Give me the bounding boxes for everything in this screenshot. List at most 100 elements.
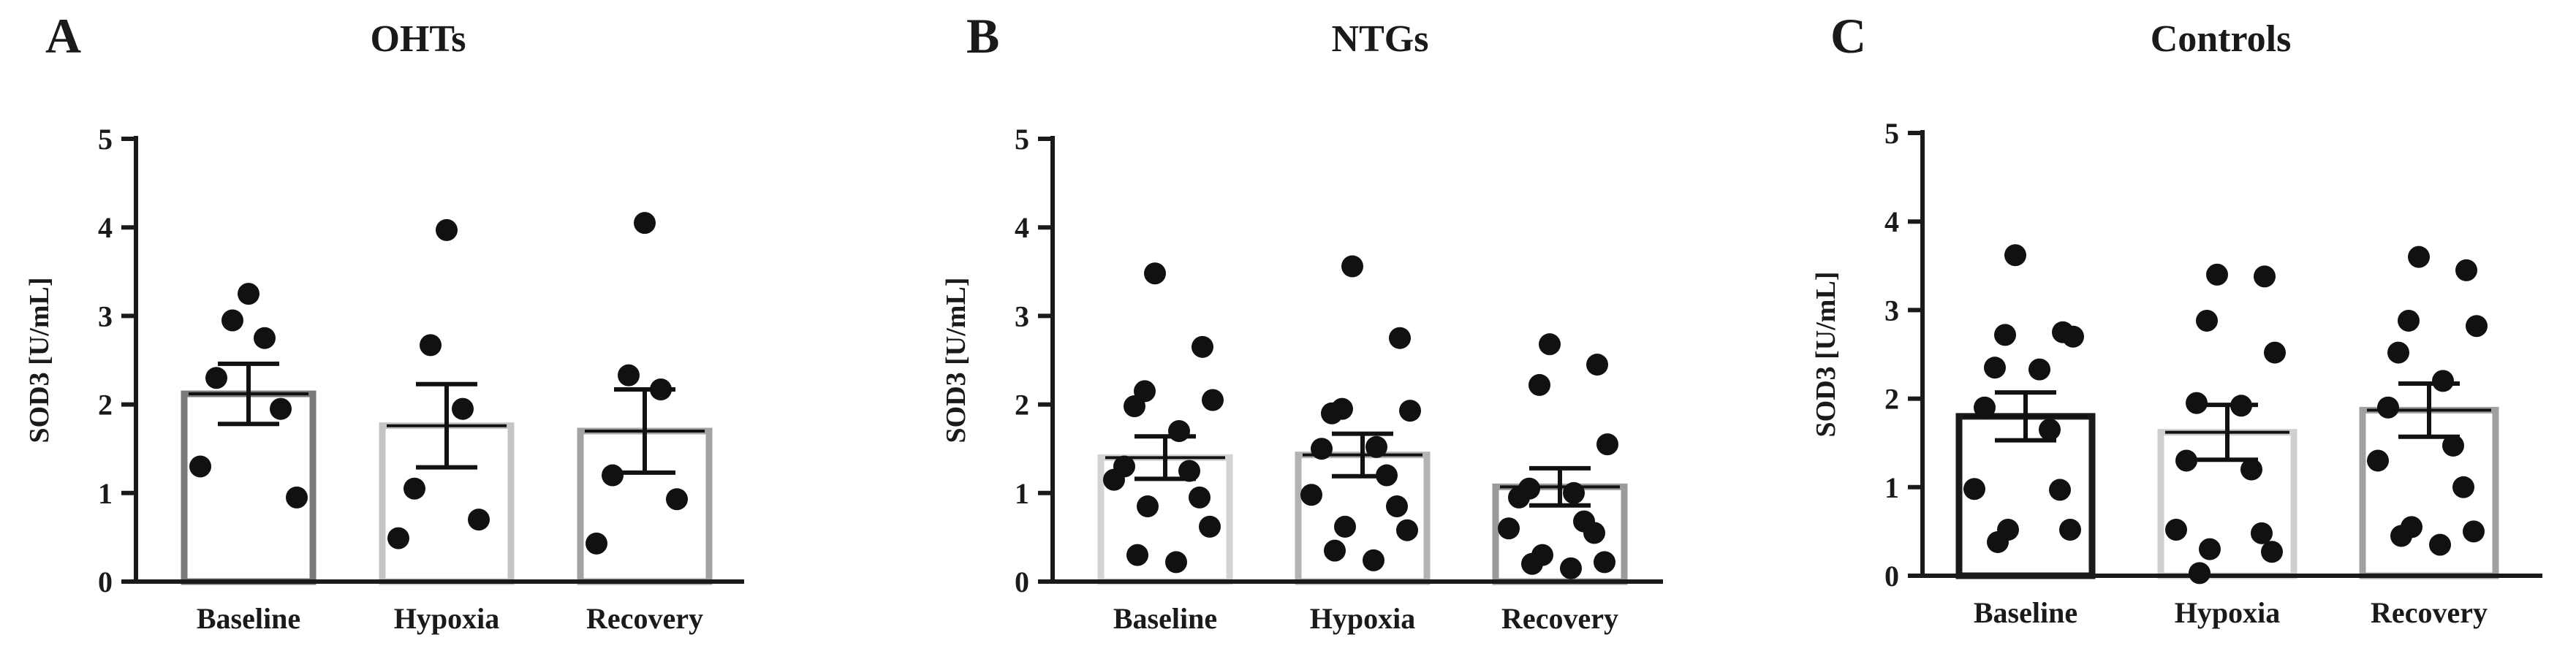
data-point	[1974, 396, 1996, 419]
data-point	[1386, 495, 1408, 517]
data-point	[2387, 341, 2409, 364]
data-point	[1124, 395, 1145, 418]
data-point	[2452, 476, 2474, 498]
data-point	[387, 527, 409, 549]
data-point	[2261, 541, 2283, 563]
data-point	[1334, 515, 1356, 538]
y-axis-label: SOD3 [U/mL]	[941, 278, 971, 443]
data-point	[2264, 341, 2286, 364]
data-point	[1583, 522, 1605, 544]
data-point	[2189, 562, 2211, 585]
y-tick-label: 4	[1015, 211, 1029, 244]
data-point	[666, 488, 688, 511]
data-point	[221, 309, 243, 332]
data-point	[1165, 551, 1187, 574]
y-tick-label: 4	[98, 211, 113, 244]
chart-panel-c: C Controls SOD3 [U/mL] 0 1 2 3 4 5 Baseline Hypoxi…	[1811, 8, 2542, 629]
data-point	[1311, 438, 1333, 460]
y-axis-label: SOD3 [U/mL]	[1811, 272, 1841, 438]
category-label: Recovery	[586, 602, 703, 635]
data-point	[1594, 551, 1615, 574]
y-tick-label: 2	[98, 389, 113, 422]
category-label: Baseline	[1113, 602, 1217, 635]
y-tick-label: 4	[1884, 205, 1899, 238]
data-point	[1144, 262, 1166, 285]
panel-letter: B	[966, 8, 999, 64]
y-tick-label: 3	[98, 300, 113, 332]
data-point	[1168, 419, 1190, 442]
category-label: Baseline	[1974, 596, 2077, 629]
data-point	[270, 397, 292, 420]
data-point	[189, 455, 211, 478]
data-point	[2206, 263, 2228, 286]
panel-title: OHTs	[370, 18, 466, 60]
data-point	[2028, 358, 2050, 381]
y-tick-label: 1	[98, 477, 113, 510]
data-point	[2398, 309, 2420, 332]
panel-letter: A	[45, 8, 81, 64]
data-point	[2059, 518, 2081, 541]
data-point	[1399, 400, 1421, 422]
data-point	[586, 532, 607, 555]
y-tick-label: 2	[1015, 389, 1029, 422]
data-point	[2455, 259, 2477, 281]
data-point	[2442, 434, 2464, 457]
data-point	[1126, 544, 1148, 566]
data-point	[1508, 486, 1530, 509]
data-point	[1521, 552, 1543, 575]
data-point	[1539, 333, 1561, 356]
data-point	[1202, 389, 1224, 411]
data-point	[1987, 530, 2009, 553]
y-tick-label: 0	[98, 566, 113, 598]
y-tick-label: 1	[1884, 471, 1899, 504]
data-point	[2390, 525, 2412, 547]
data-point	[436, 218, 458, 241]
data-point	[2196, 309, 2218, 332]
data-point	[1596, 433, 1618, 456]
panel-letter: C	[1830, 8, 1866, 64]
y-tick-label: 5	[98, 123, 113, 156]
data-point	[468, 509, 490, 531]
data-point	[254, 327, 276, 349]
data-point	[1994, 324, 2016, 346]
data-point	[1984, 357, 2006, 379]
data-point	[1103, 468, 1125, 491]
data-point	[1963, 478, 1985, 500]
data-point	[1365, 435, 1387, 458]
data-point	[1341, 255, 1363, 278]
data-point	[1560, 557, 1582, 579]
y-tick-label: 3	[1884, 294, 1899, 327]
data-point	[2463, 520, 2485, 543]
data-point	[1189, 486, 1211, 509]
data-point	[1199, 515, 1221, 538]
data-point	[420, 334, 442, 357]
data-point	[2240, 458, 2262, 481]
data-point	[2367, 449, 2389, 472]
y-tick-label: 2	[1884, 383, 1899, 416]
data-point	[2432, 370, 2454, 392]
data-point	[2408, 245, 2430, 268]
data-point	[1324, 539, 1346, 562]
panel-title: NTGs	[1332, 18, 1429, 60]
data-point	[2254, 265, 2276, 288]
data-point	[1563, 481, 1585, 504]
data-point	[2165, 518, 2187, 541]
data-point	[1498, 517, 1520, 540]
y-tick-label: 3	[1015, 300, 1029, 332]
category-label: Baseline	[197, 602, 300, 635]
data-point	[1586, 354, 1608, 376]
data-point	[2429, 533, 2451, 556]
panel-title: Controls	[2151, 18, 2292, 60]
data-point	[238, 283, 260, 305]
data-point	[2039, 419, 2061, 441]
data-point	[2175, 449, 2197, 472]
data-point	[1396, 519, 1418, 541]
data-point	[1321, 402, 1343, 425]
y-tick-label: 5	[1015, 123, 1029, 156]
data-point	[1389, 327, 1411, 349]
category-label: Recovery	[2371, 596, 2488, 629]
data-point	[1528, 373, 1550, 396]
y-tick-label: 0	[1884, 560, 1899, 593]
data-point	[1178, 460, 1200, 482]
